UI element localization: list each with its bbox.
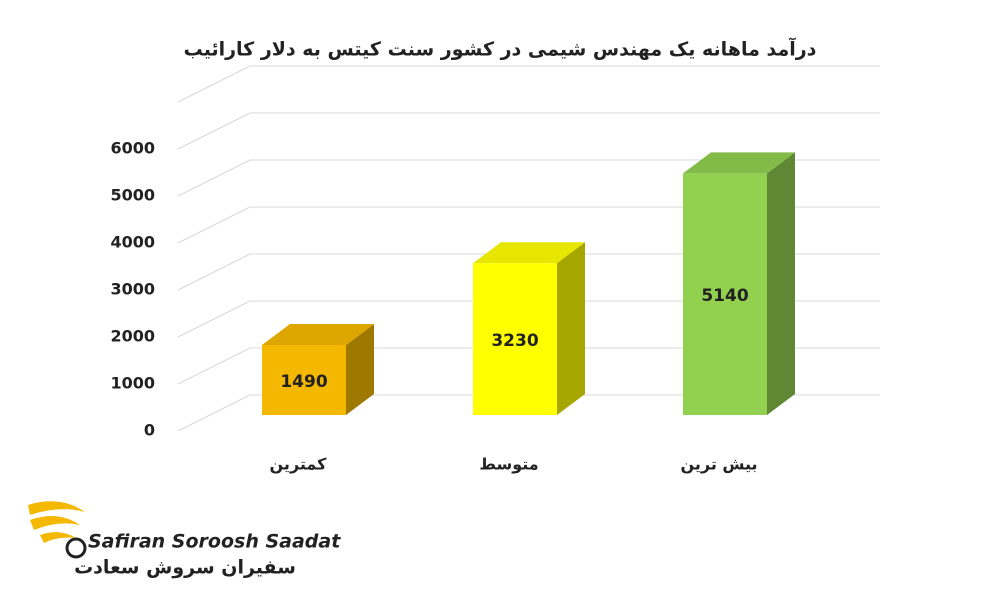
- bar-front: [683, 173, 767, 415]
- bar: [473, 242, 585, 415]
- bar-top: [473, 242, 585, 264]
- y-tick-label: 3000: [110, 280, 155, 299]
- grid-line: [177, 347, 880, 385]
- y-tick-label: 1000: [110, 374, 155, 393]
- bar-top: [262, 323, 374, 345]
- bar-front: [262, 344, 346, 415]
- logo: Safiran Soroosh Saadat سفیران سروش سعادت: [28, 501, 341, 579]
- y-tick-label: 5000: [110, 186, 155, 205]
- bar: [683, 152, 795, 416]
- logo-wing: [28, 501, 85, 543]
- x-tick-label: متوسط: [479, 455, 538, 474]
- x-tick-label: بیش ترین: [680, 455, 757, 474]
- x-tick-label: کمترین: [270, 455, 328, 474]
- bar-front: [473, 263, 557, 415]
- logo-persian: سفیران سروش سعادت: [74, 557, 296, 579]
- wall-top: [177, 65, 880, 103]
- value-label: 5140: [701, 286, 748, 306]
- bar: [262, 323, 374, 415]
- bar-top: [683, 152, 795, 174]
- grid-line: [177, 112, 880, 150]
- y-tick-label: 6000: [110, 139, 155, 158]
- y-tick-label: 2000: [110, 327, 155, 346]
- grid-line: [177, 394, 880, 432]
- chart-title: درآمد ماهانه یک مهندس شیمی در کشور سنت ک…: [184, 37, 817, 61]
- logo-latin: Safiran Soroosh Saadat: [88, 531, 341, 553]
- grid-line: [177, 159, 880, 197]
- value-label: 3230: [491, 331, 538, 351]
- bar-side: [346, 323, 374, 415]
- value-label: 1490: [280, 372, 327, 392]
- y-tick-label: 0: [144, 421, 155, 440]
- y-tick-label: 4000: [110, 233, 155, 252]
- grid-line: [177, 206, 880, 244]
- bar-side: [557, 242, 585, 415]
- logo-ring: [65, 537, 87, 559]
- grid-line: [177, 253, 880, 291]
- bar-side: [767, 152, 795, 416]
- grid-line: [177, 300, 880, 338]
